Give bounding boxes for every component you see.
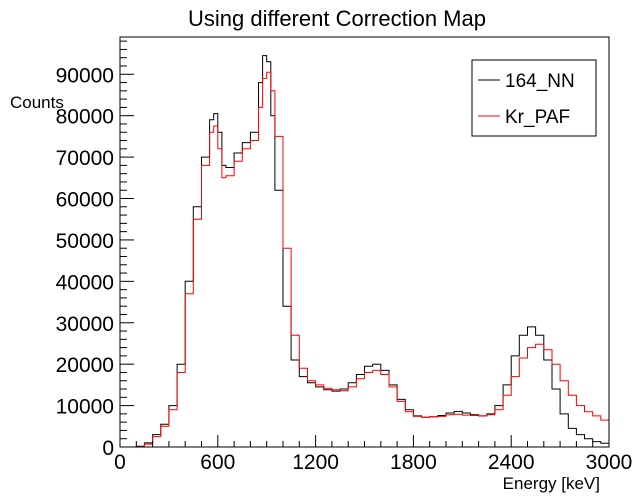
chart-title: Using different Correction Map xyxy=(188,6,486,31)
x-axis: 0 600 1200 1800 2400 3000 xyxy=(114,435,632,474)
y-tick-label: 10000 xyxy=(56,396,114,419)
y-tick-label: 70000 xyxy=(56,147,114,170)
x-tick-label: 1800 xyxy=(390,451,437,474)
x-axis-title: Energy [keV] xyxy=(503,474,600,493)
series-line-kr-paf xyxy=(120,71,610,448)
x-tick-label: 3000 xyxy=(586,451,633,474)
y-tick-label: 40000 xyxy=(56,271,114,294)
x-tick-label: 0 xyxy=(114,451,126,474)
legend: 164_NN Kr_PAF xyxy=(471,59,597,137)
legend-label-164-nn: 164_NN xyxy=(505,71,575,92)
x-tick-label: 600 xyxy=(200,451,235,474)
series-line-164-nn xyxy=(120,55,610,448)
y-tick-label: 60000 xyxy=(56,189,114,212)
y-tick-label: 0 xyxy=(102,437,114,460)
series-layer xyxy=(120,55,610,448)
x-tick-label: 2400 xyxy=(488,451,535,474)
y-axis-title: Counts xyxy=(10,93,64,112)
legend-box xyxy=(471,59,597,137)
y-tick-label: 80000 xyxy=(56,106,114,129)
y-tick-label: 50000 xyxy=(56,230,114,253)
y-tick-label: 30000 xyxy=(56,313,114,336)
y-axis: 0 10000 20000 30000 40000 50000 60000 70000 8000… xyxy=(56,40,134,460)
x-tick-label: 1200 xyxy=(292,451,339,474)
legend-label-kr-paf: Kr_PAF xyxy=(505,107,570,128)
y-tick-label: 90000 xyxy=(56,64,114,87)
y-tick-label: 20000 xyxy=(56,354,114,377)
